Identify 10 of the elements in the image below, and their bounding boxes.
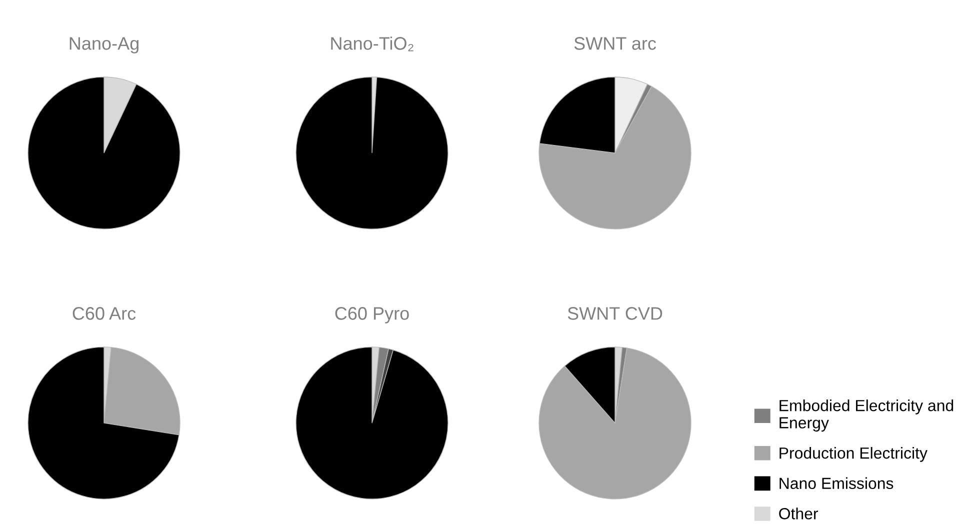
chart-title: SWNT arc xyxy=(574,37,656,50)
chart-title: Nano-TiO₂ xyxy=(331,36,414,52)
chart-title: C60 Arc xyxy=(72,307,136,320)
legend-label: Nano Emissions xyxy=(780,477,894,490)
legend-label: Production Electricity xyxy=(780,447,928,462)
chart-title: Nano-Ag xyxy=(70,37,138,54)
legend-label: Embodied Electricity and Energy xyxy=(780,399,954,432)
chart-title: SWNT CVD xyxy=(568,307,662,320)
chart-title: C60 Pyro xyxy=(335,307,409,324)
legend-label: Other xyxy=(779,508,818,520)
